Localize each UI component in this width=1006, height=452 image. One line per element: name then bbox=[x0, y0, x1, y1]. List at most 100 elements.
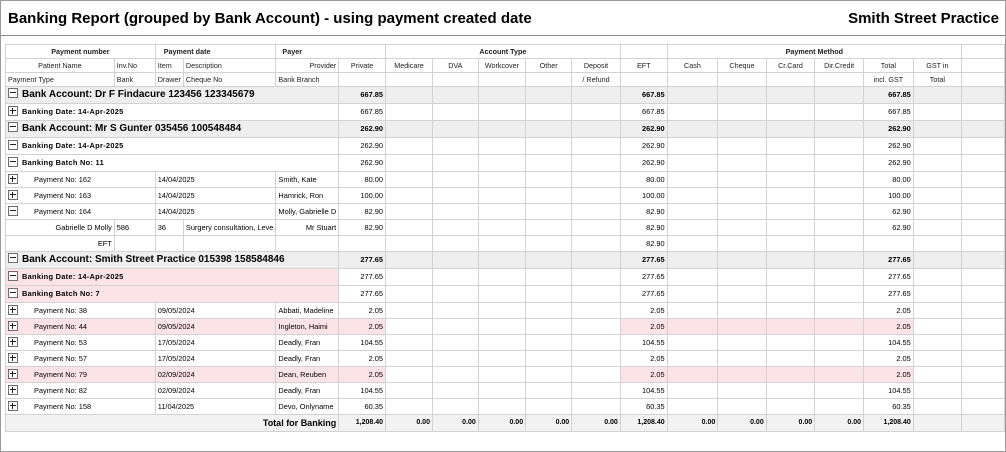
header-cash: Cash bbox=[666, 58, 719, 73]
total-other: 0.00 bbox=[525, 414, 573, 432]
payment-row[interactable]: Payment No: 44 09/05/2024 Ingleton, Haim… bbox=[5, 318, 1005, 335]
expand-toggle-icon[interactable] bbox=[8, 321, 18, 332]
eft-amount: 82.90 bbox=[619, 219, 668, 236]
eft-amount: 277.65 bbox=[619, 251, 668, 269]
payment-row[interactable]: Payment No: 57 17/05/2024 Deadly, Fran 2… bbox=[5, 350, 1005, 367]
payment-date: 09/05/2024 bbox=[154, 318, 277, 335]
header-incl-gst: incl. GST bbox=[863, 72, 914, 87]
total-cash: 0.00 bbox=[666, 414, 719, 432]
eft-amount: 262.90 bbox=[619, 137, 668, 155]
banking-report-table: Payment number Payment date Payer Accoun… bbox=[4, 44, 1005, 432]
total-amount: 262.90 bbox=[863, 154, 914, 172]
eft-amount: 2.05 bbox=[619, 318, 668, 335]
banking-date-row: Banking Date: 14-Apr-2025 277.65 277.65 … bbox=[4, 268, 1005, 286]
total-amount: 104.55 bbox=[863, 382, 914, 399]
eft-amount: 277.65 bbox=[619, 285, 668, 303]
collapse-toggle-icon[interactable] bbox=[8, 122, 18, 133]
banking-date-row: Banking Date: 14-Apr-2025 262.90 262.90 … bbox=[4, 137, 1005, 155]
expand-toggle-icon[interactable] bbox=[8, 337, 18, 348]
header-item: Item bbox=[154, 58, 184, 73]
eft-amount: 277.65 bbox=[619, 268, 668, 286]
private-amount: 667.85 bbox=[338, 86, 386, 104]
banking-batch-row: Banking Batch No: 11 262.90 262.90 262.9… bbox=[4, 154, 1005, 172]
payment-row[interactable]: Payment No: 164 14/04/2025 Molly, Gabrie… bbox=[5, 203, 1005, 220]
private-amount: 82.90 bbox=[338, 219, 386, 236]
expand-toggle-icon[interactable] bbox=[8, 106, 18, 117]
payment-type: EFT bbox=[5, 235, 115, 252]
payment-type-row: EFT 82.90 bbox=[5, 235, 1005, 252]
item-number: 36 bbox=[154, 219, 184, 236]
header-row-3: Payment Type Bank Drawer Cheque No Bank … bbox=[5, 72, 1005, 87]
payer-name: Devo, Onlyname bbox=[275, 398, 340, 415]
total-amount: 667.85 bbox=[863, 86, 914, 104]
payment-row[interactable]: Payment No: 82 02/09/2024 Deadly, Fran 1… bbox=[5, 382, 1005, 399]
payment-row[interactable]: Payment No: 162 14/04/2025 Smith, Kate 8… bbox=[5, 171, 1005, 188]
payment-row[interactable]: Payment No: 38 09/05/2024 Abbati, Madeli… bbox=[5, 302, 1005, 319]
private-amount: 277.65 bbox=[338, 285, 386, 303]
expand-toggle-icon[interactable] bbox=[8, 190, 18, 201]
private-amount: 2.05 bbox=[338, 350, 386, 367]
collapse-toggle-icon[interactable] bbox=[8, 88, 18, 99]
private-amount: 82.90 bbox=[338, 203, 386, 220]
grand-total-label: Total for Banking bbox=[4, 414, 340, 432]
private-amount: 277.65 bbox=[338, 268, 386, 286]
collapse-toggle-icon[interactable] bbox=[8, 253, 18, 264]
payment-number: Payment No: 162 bbox=[34, 175, 92, 184]
payment-row[interactable]: Payment No: 53 17/05/2024 Deadly, Fran 1… bbox=[5, 334, 1005, 351]
total-amount: 62.90 bbox=[863, 219, 914, 236]
payment-number: Payment No: 79 bbox=[34, 370, 87, 379]
expand-toggle-icon[interactable] bbox=[8, 369, 18, 380]
collapse-toggle-icon[interactable] bbox=[8, 288, 18, 299]
header-payer: Payer bbox=[275, 44, 386, 59]
banking-batch-label: Banking Batch No: 7 bbox=[22, 289, 100, 298]
collapse-toggle-icon[interactable] bbox=[8, 157, 18, 168]
payment-date: 09/05/2024 bbox=[154, 302, 277, 319]
expand-toggle-icon[interactable] bbox=[8, 353, 18, 364]
total-amount: 277.65 bbox=[863, 251, 914, 269]
payment-date: 17/05/2024 bbox=[154, 334, 277, 351]
expand-toggle-icon[interactable] bbox=[8, 305, 18, 316]
provider-name: Mr Stuart bbox=[275, 219, 340, 236]
banking-batch-row: Banking Batch No: 7 277.65 277.65 277.65 bbox=[4, 285, 1005, 303]
eft-amount: 80.00 bbox=[619, 171, 668, 188]
eft-amount: 82.90 bbox=[619, 235, 668, 252]
payment-number: Payment No: 57 bbox=[34, 354, 87, 363]
expand-toggle-icon[interactable] bbox=[8, 401, 18, 412]
report-title-bar: Banking Report (grouped by Bank Account)… bbox=[1, 1, 1005, 36]
report-title: Banking Report (grouped by Bank Account)… bbox=[8, 10, 532, 27]
total-overall: 1,208.40 bbox=[863, 414, 914, 432]
total-amount: 80.00 bbox=[863, 171, 914, 188]
expand-toggle-icon[interactable] bbox=[8, 385, 18, 396]
payer-name: Deadly, Fran bbox=[275, 382, 340, 399]
total-cheque: 0.00 bbox=[717, 414, 767, 432]
collapse-toggle-icon[interactable] bbox=[8, 140, 18, 151]
total-amount: 277.65 bbox=[863, 268, 914, 286]
grand-total-row: Total for Banking 1,208.40 0.00 0.00 0.0… bbox=[4, 414, 1005, 432]
eft-amount: 104.55 bbox=[619, 382, 668, 399]
total-deposit: 0.00 bbox=[571, 414, 621, 432]
collapse-toggle-icon[interactable] bbox=[8, 206, 18, 217]
expand-toggle-icon[interactable] bbox=[8, 174, 18, 185]
payment-date: 02/09/2024 bbox=[154, 366, 277, 383]
payment-row[interactable]: Payment No: 158 11/04/2025 Devo, Onlynam… bbox=[5, 398, 1005, 415]
total-workcover: 0.00 bbox=[477, 414, 527, 432]
payment-row[interactable]: Payment No: 79 02/09/2024 Dean, Reuben 2… bbox=[5, 366, 1005, 383]
private-amount: 262.90 bbox=[338, 137, 386, 155]
header-description: Description bbox=[182, 58, 277, 73]
payer-name: Hamrick, Ron bbox=[275, 187, 340, 204]
total-amount: 667.85 bbox=[863, 103, 914, 121]
collapse-toggle-icon[interactable] bbox=[8, 271, 18, 282]
payment-date: 14/04/2025 bbox=[154, 187, 277, 204]
total-cr-card: 0.00 bbox=[765, 414, 816, 432]
patient-name: Gabrielle D Molly bbox=[5, 219, 115, 236]
total-eft: 1,208.40 bbox=[619, 414, 668, 432]
private-amount: 80.00 bbox=[338, 171, 386, 188]
header-workcover: Workcover bbox=[477, 58, 527, 73]
header-bank-branch: Bank Branch bbox=[275, 72, 340, 87]
header-row-2: Patient Name Inv.No Item Description Pro… bbox=[5, 58, 1005, 73]
payment-row[interactable]: Payment No: 163 14/04/2025 Hamrick, Ron … bbox=[5, 187, 1005, 204]
header-cr-card: Cr.Card bbox=[765, 58, 816, 73]
total-amount: 277.65 bbox=[863, 285, 914, 303]
bank-account-label: Bank Account: Dr F Findacure 123456 1233… bbox=[22, 89, 255, 100]
invoice-detail-row: Gabrielle D Molly 586 36 Surgery consult… bbox=[5, 219, 1005, 236]
